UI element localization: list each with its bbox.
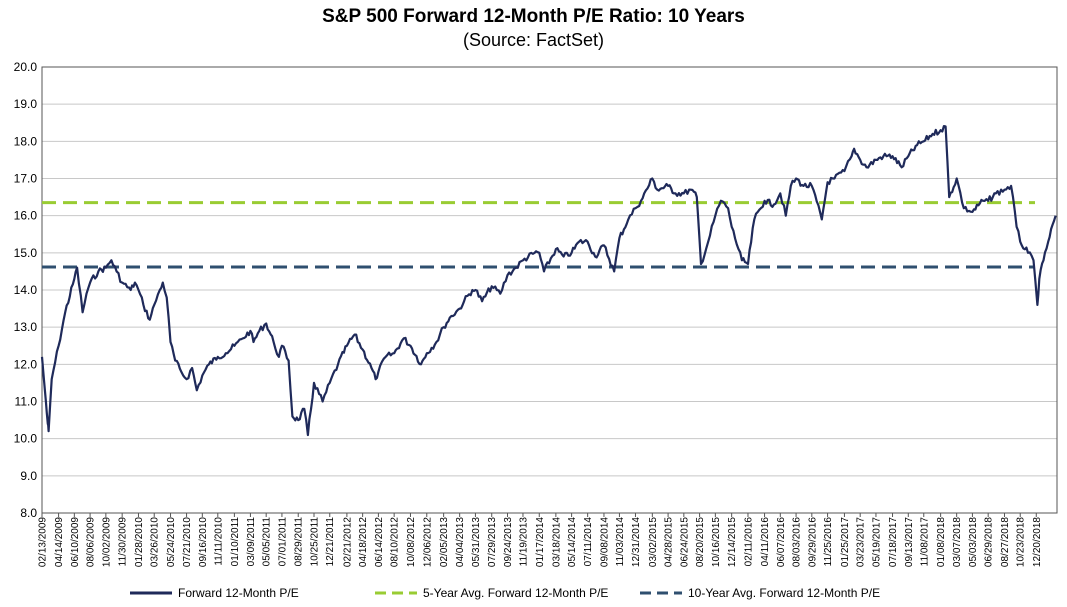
x-tick-label: 06/24/2015 [679,517,690,567]
x-tick-label: 01/25/2017 [840,517,851,567]
x-tick-label: 05/03/2018 [968,517,979,567]
x-tick-label: 03/18/2014 [551,517,562,567]
x-tick-label: 12/06/2012 [422,517,433,567]
x-tick-label: 04/11/2016 [760,517,771,567]
y-tick-label: 16.0 [14,209,38,223]
x-tick-label: 12/14/2015 [727,517,738,567]
chart-subtitle: (Source: FactSet) [462,30,605,50]
y-tick-label: 13.0 [14,320,38,334]
x-tick-label: 02/05/2013 [439,517,450,567]
x-tick-label: 01/17/2014 [535,517,546,567]
x-tick-label: 04/14/2009 [54,517,65,567]
average-lines [42,201,1035,269]
x-tick-label: 07/01/2011 [277,517,288,567]
x-tick-label: 05/05/2011 [262,517,273,567]
x-tick-label: 01/08/2018 [936,517,947,567]
x-tick-label: 09/16/2010 [198,517,209,567]
x-tick-label: 06/10/2009 [70,517,81,567]
x-tick-label: 06/14/2012 [374,517,385,567]
x-tick-label: 02/11/2016 [743,517,754,567]
y-tick-label: 20.0 [14,60,38,74]
chart-title: S&P 500 Forward 12-Month P/E Ratio: 10 Y… [322,6,745,27]
x-tick-label: 03/02/2015 [648,517,659,567]
x-tick-label: 12/31/2014 [631,517,642,567]
legend-label: 5-Year Avg. Forward 12-Month P/E [423,586,608,600]
x-tick-label: 03/23/2017 [856,517,867,567]
x-tick-label: 10/16/2015 [711,517,722,567]
x-tick-label: 10/08/2012 [406,517,417,567]
y-tick-label: 17.0 [14,172,38,186]
x-tick-label: 04/28/2015 [664,517,675,567]
x-tick-label: 02/13/2009 [38,517,49,567]
x-tick-label: 11/19/2013 [518,517,529,567]
pe-ratio-line [40,125,1057,437]
x-tick-label: 09/29/2016 [807,517,818,567]
x-tick-label: 10/23/2018 [1016,517,1027,567]
x-tick-label: 08/03/2016 [792,517,803,567]
x-tick-label: 11/03/2014 [615,517,626,567]
legend-label: 10-Year Avg. Forward 12-Month P/E [688,586,880,600]
x-tick-label: 08/10/2012 [390,517,401,567]
x-tick-label: 05/14/2014 [567,517,578,567]
x-tick-label: 08/20/2015 [695,517,706,567]
legend-label: Forward 12-Month P/E [178,586,299,600]
x-tick-label: 09/08/2014 [599,517,610,567]
x-tick-label: 11/30/2009 [118,517,129,567]
x-tick-label: 07/21/2010 [182,517,193,567]
x-tick-label: 10/02/2009 [101,517,112,567]
x-tick-label: 10/25/2011 [309,517,320,567]
x-tick-label: 01/28/2010 [134,517,145,567]
x-tick-label: 03/07/2018 [952,517,963,567]
y-tick-label: 11.0 [15,395,38,409]
x-tick-label: 04/04/2013 [455,517,466,567]
x-tick-label: 05/19/2017 [871,517,882,567]
x-tick-label: 07/18/2017 [888,517,899,567]
series-lines [40,125,1057,437]
x-tick-label: 06/29/2018 [984,517,995,567]
y-axis-ticks: 20.0 19.0 18.0 17.0 16.0 15.0 14.0 13.0 12.0 11.0… [14,60,38,520]
x-tick-label: 11/11/2010 [213,517,224,566]
x-tick-label: 02/21/2012 [342,517,353,567]
y-tick-label: 18.0 [14,134,38,148]
x-tick-label: 11/08/2017 [919,517,930,567]
x-tick-label: 06/07/2016 [776,517,787,567]
x-tick-label: 09/13/2017 [904,517,915,567]
x-tick-label: 08/27/2018 [1000,517,1011,567]
plot-area [41,66,1058,514]
x-tick-label: 07/11/2014 [583,517,594,567]
x-tick-label: 09/24/2013 [503,517,514,567]
x-tick-label: 12/21/2011 [325,517,336,567]
x-tick-label: 05/24/2010 [166,517,177,567]
x-tick-label: 08/29/2011 [294,517,305,567]
x-tick-label: 07/29/2013 [487,517,498,567]
x-tick-label: 03/09/2011 [246,517,257,567]
y-tick-label: 14.0 [14,283,38,297]
x-tick-label: 05/31/2013 [471,517,482,567]
y-tick-label: 9.0 [20,469,37,483]
x-tick-label: 01/10/2011 [230,517,241,567]
y-tick-label: 19.0 [14,97,38,111]
y-tick-label: 10.0 [14,432,38,446]
y-tick-label: 15.0 [14,246,38,260]
x-tick-label: 12/20/2018 [1032,517,1043,567]
y-tick-label: 8.0 [20,506,37,520]
x-tick-label: 11/25/2016 [823,517,834,567]
x-tick-label: 04/18/2012 [358,517,369,567]
legend: Forward 12-Month P/E 5-Year Avg. Forward … [130,586,880,600]
gridlines [42,66,1057,514]
y-tick-label: 12.0 [14,357,38,371]
x-axis-ticks: 02/13/2009 04/14/2009 06/10/2009 08/06/2009… [38,513,1043,567]
x-tick-label: 08/06/2009 [86,517,97,567]
x-tick-label: 03/26/2010 [150,517,161,567]
